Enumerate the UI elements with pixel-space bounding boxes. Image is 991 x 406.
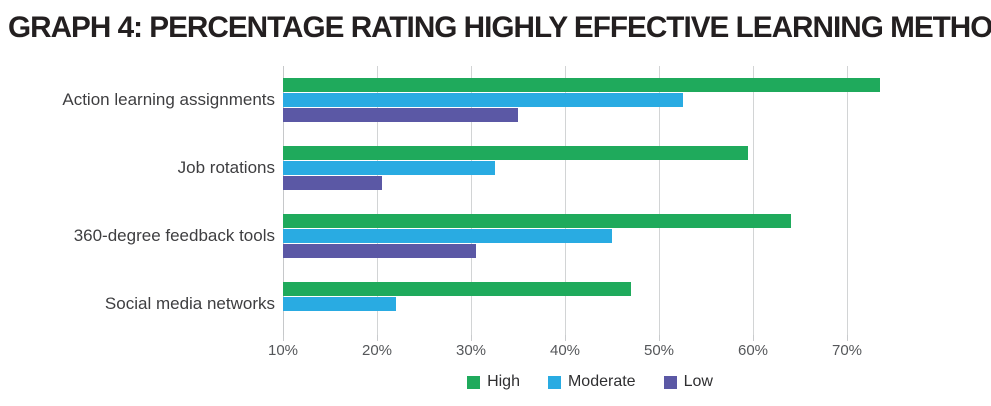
bar-high bbox=[283, 282, 631, 296]
bar-high bbox=[283, 214, 791, 228]
bar-group bbox=[283, 78, 941, 122]
gridline-10 bbox=[283, 66, 284, 335]
category-axis: Action learning assignments Job rotations… bbox=[0, 66, 283, 335]
bar-low bbox=[283, 108, 518, 122]
tick-mark-70 bbox=[847, 335, 848, 341]
tick-label-60: 60% bbox=[737, 342, 769, 359]
plot-area bbox=[283, 66, 941, 341]
tick-mark-30 bbox=[471, 335, 472, 341]
tick-label-50: 50% bbox=[643, 342, 675, 359]
legend-label: High bbox=[487, 373, 520, 390]
tick-mark-40 bbox=[565, 335, 566, 341]
gridline-40 bbox=[565, 66, 566, 335]
bar-group bbox=[283, 282, 941, 326]
tick-label-10: 10% bbox=[267, 342, 299, 359]
legend-item-moderate: Moderate bbox=[547, 373, 636, 390]
legend-swatch-icon bbox=[663, 375, 677, 389]
tick-label-70: 70% bbox=[831, 342, 863, 359]
legend-label: Low bbox=[683, 373, 713, 390]
legend-label: Moderate bbox=[567, 373, 636, 390]
gridline-50 bbox=[659, 66, 660, 335]
gridline-30 bbox=[471, 66, 472, 335]
bar-group bbox=[283, 146, 941, 190]
gridline-20 bbox=[377, 66, 378, 335]
legend-swatch-icon bbox=[547, 375, 561, 389]
tick-mark-10 bbox=[283, 335, 284, 341]
chart-title: GRAPH 4: PERCENTAGE RATING HIGHLY EFFECT… bbox=[8, 11, 991, 44]
bar-low bbox=[283, 244, 476, 258]
legend-swatch-icon bbox=[467, 375, 481, 389]
tick-mark-60 bbox=[753, 335, 754, 341]
bar-moderate bbox=[283, 229, 612, 243]
category-label: Action learning assignments bbox=[62, 90, 275, 109]
legend: High Moderate Low bbox=[261, 373, 919, 391]
gridline-60 bbox=[753, 66, 754, 335]
tick-label-40: 40% bbox=[549, 342, 581, 359]
legend-item-high: High bbox=[467, 374, 520, 390]
bar-high bbox=[283, 78, 880, 92]
bar-moderate bbox=[283, 161, 495, 175]
bar-high bbox=[283, 146, 749, 160]
tick-mark-20 bbox=[377, 335, 378, 341]
category-label: 360-degree feedback tools bbox=[73, 226, 275, 245]
category-label: Job rotations bbox=[177, 158, 275, 177]
category-label: Social media networks bbox=[104, 294, 275, 313]
bar-low bbox=[283, 176, 382, 190]
legend-item-low: Low bbox=[663, 373, 713, 390]
bar-moderate bbox=[283, 297, 396, 311]
tick-label-20: 20% bbox=[361, 342, 393, 359]
bar-group bbox=[283, 214, 941, 258]
bar-moderate bbox=[283, 93, 683, 107]
value-axis: 10% 20% 30% 40% 50% 60% 70% bbox=[268, 342, 941, 362]
gridline-70 bbox=[847, 66, 848, 335]
tick-label-30: 30% bbox=[455, 342, 487, 359]
tick-mark-50 bbox=[659, 335, 660, 341]
